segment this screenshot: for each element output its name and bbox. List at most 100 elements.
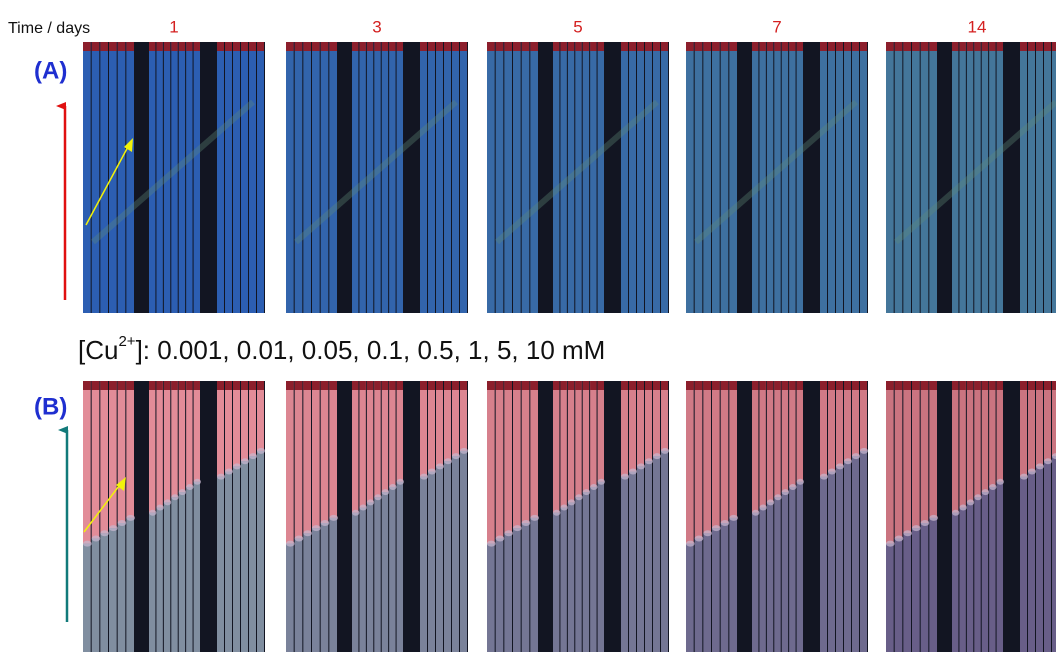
front-edge — [774, 494, 781, 500]
paper-strip-pink — [712, 381, 720, 528]
paper-strip-gray — [653, 456, 660, 652]
paper-strip — [194, 42, 200, 313]
strip-top — [703, 381, 711, 390]
paper-strip-gray — [100, 533, 108, 652]
strip-top — [118, 381, 126, 390]
day-label: 14 — [968, 17, 987, 36]
paper-strip — [303, 42, 311, 313]
front-edge — [367, 499, 374, 505]
strip-top — [912, 381, 920, 390]
page: Time / days (A) (B) [Cu2+]: 0.001, 0.01,… — [0, 0, 1056, 652]
paper-strip-pink — [100, 381, 108, 533]
paper-strip-gray — [164, 502, 170, 652]
paper-strip-gray — [767, 502, 773, 652]
paper-strip-gray — [703, 533, 711, 652]
strip-top — [530, 381, 538, 390]
paper-strip — [637, 42, 644, 313]
strip-top — [982, 381, 988, 390]
strip-top — [797, 42, 803, 51]
paper-strip-gray — [118, 523, 126, 652]
paper-strip — [789, 42, 795, 313]
paper-strip — [645, 42, 652, 313]
strip-top — [83, 42, 91, 51]
strip-top — [303, 42, 311, 51]
strip-top — [149, 42, 155, 51]
strip-top — [575, 42, 581, 51]
strip-top — [903, 381, 911, 390]
paper-strip-pink — [496, 381, 504, 538]
paper-strip — [590, 42, 596, 313]
strip-top — [959, 381, 965, 390]
paper-strip-pink — [661, 381, 668, 451]
paper-strip — [397, 42, 403, 313]
strip-photo — [487, 42, 669, 313]
paper-strip-pink — [686, 381, 694, 544]
strip-top — [149, 381, 155, 390]
strip-photo — [487, 381, 669, 652]
paper-strip-pink — [530, 381, 538, 518]
paper-strip-pink — [1052, 381, 1056, 456]
paper-strip-gray — [233, 466, 240, 652]
paper-strip — [695, 42, 703, 313]
paper-strip-pink — [982, 381, 988, 492]
day-label: 1 — [169, 17, 178, 36]
paper-strip-gray — [759, 508, 765, 652]
strip-top — [428, 381, 435, 390]
strip-top — [92, 381, 100, 390]
paper-strip — [149, 42, 155, 313]
paper-strip — [729, 42, 737, 313]
paper-strip — [912, 42, 920, 313]
paper-strip — [241, 42, 248, 313]
front-edge — [1036, 463, 1044, 469]
paper-strip-gray — [637, 466, 644, 652]
front-edge — [530, 515, 539, 521]
paper-strip-gray — [397, 482, 403, 652]
strip-top — [752, 381, 758, 390]
strip-top — [249, 42, 256, 51]
strip-photo — [286, 381, 468, 652]
paper-strip-pink — [303, 381, 311, 533]
strip-top — [645, 42, 652, 51]
paper-strip-pink — [109, 381, 117, 528]
strip-top — [645, 381, 652, 390]
paper-strip-pink — [703, 381, 711, 533]
paper-strip-gray — [487, 544, 495, 652]
strip-top — [721, 42, 729, 51]
paper-strip-pink — [312, 381, 320, 528]
strip-top — [1036, 381, 1043, 390]
front-edge — [156, 505, 163, 511]
paper-strip-pink — [397, 381, 403, 482]
front-edge — [436, 463, 444, 469]
paper-strip-pink — [487, 381, 495, 544]
paper-strip — [553, 42, 559, 313]
paper-strip-pink — [952, 381, 958, 513]
front-edge — [583, 489, 590, 495]
front-edge — [912, 525, 921, 531]
concentration-label: [Cu2+]: 0.001, 0.01, 0.05, 0.1, 0.5, 1, … — [78, 333, 605, 365]
strip-top — [359, 381, 365, 390]
strip-top — [629, 42, 636, 51]
paper-strip-gray — [352, 513, 358, 652]
strip-top — [436, 42, 443, 51]
paper-strip-pink — [921, 381, 929, 523]
strip-top — [967, 381, 973, 390]
paper-strip-pink — [83, 381, 91, 544]
front-edge — [312, 525, 321, 531]
front-edge — [967, 499, 974, 505]
concentration-suffix: ]: 0.001, 0.01, 0.05, 0.1, 0.5, 1, 5, 10… — [136, 335, 606, 365]
front-edge — [661, 448, 669, 454]
strip-top — [1020, 42, 1027, 51]
paper-strip-pink — [828, 381, 835, 472]
paper-strip-gray — [217, 477, 224, 652]
paper-strip — [530, 42, 538, 313]
paper-strip-pink — [860, 381, 867, 451]
strip-top — [789, 42, 795, 51]
front-edge — [886, 541, 895, 547]
strip-top — [695, 381, 703, 390]
paper-strip-gray — [1020, 477, 1027, 652]
paper-strip — [487, 42, 495, 313]
strip-top — [257, 381, 264, 390]
paper-strip-pink — [179, 381, 185, 492]
paper-strip-gray — [836, 466, 843, 652]
strip-top — [496, 381, 504, 390]
